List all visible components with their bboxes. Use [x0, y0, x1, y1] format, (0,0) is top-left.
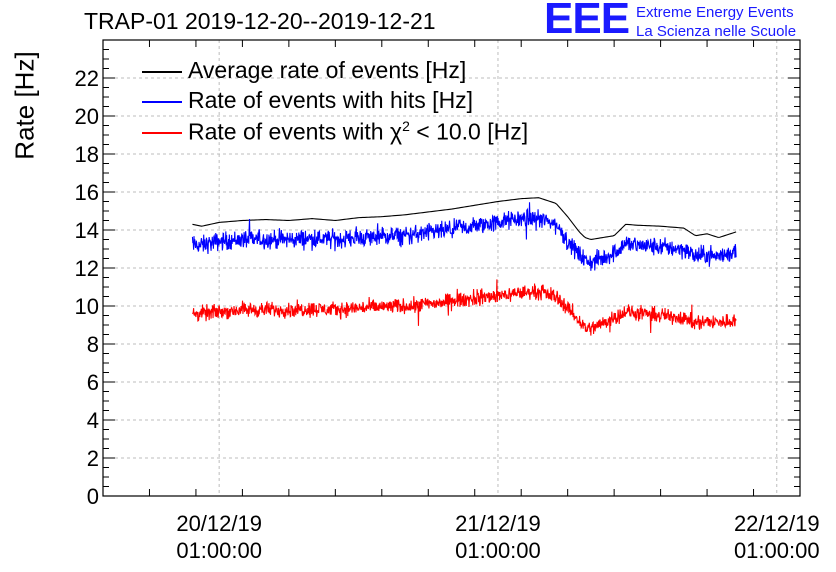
y-tick-label: 4: [87, 408, 99, 433]
x-tick-time: 01:00:00: [176, 538, 262, 563]
legend-label-chi2-prefix: Rate of events with: [188, 118, 390, 145]
legend-label-chi2-suffix: < 10.0 [Hz]: [409, 118, 529, 145]
y-tick-label: 14: [75, 218, 99, 243]
x-tick-time: 01:00:00: [455, 538, 541, 563]
y-tick-label: 10: [75, 294, 99, 319]
series-layer: [191, 197, 737, 336]
legend-label-chi2: Rate of events with χ2 < 10.0 [Hz]: [188, 118, 528, 146]
x-tick-label: 20/12/19 01:00:00: [164, 510, 274, 564]
y-tick-label: 18: [75, 142, 99, 167]
logo-caption-line1: Extreme Energy Events: [636, 4, 794, 21]
y-tick-label: 8: [87, 332, 99, 357]
y-tick-label: 20: [75, 104, 99, 129]
y-tick-label: 2: [87, 446, 99, 471]
legend-label-hits: Rate of events with hits [Hz]: [188, 87, 474, 113]
logo-caption-line2: La Scienza nelle Scuole: [636, 23, 797, 40]
series-line-hits: [191, 202, 737, 271]
series-line-average: [192, 197, 737, 241]
eee-logo: EEE: [544, 0, 630, 43]
series-line-chi2: [191, 279, 737, 336]
x-tick-label: 22/12/19 01:00:00: [722, 510, 832, 564]
y-tick-label: 22: [75, 66, 99, 91]
y-tick-label: 16: [75, 180, 99, 205]
chart-title: TRAP-01 2019-12-20--2019-12-21: [84, 8, 436, 34]
chi-superscript: 2: [402, 118, 410, 134]
legend-label-average: Average rate of events [Hz]: [188, 57, 467, 83]
y-tick-label: 12: [75, 256, 99, 281]
x-tick-date: 22/12/19: [733, 511, 820, 536]
x-tick-label: 21/12/19 01:00:00: [443, 510, 553, 564]
x-tick-date: 21/12/19: [455, 511, 541, 536]
axis-layer: 0 2 4 6 8 10 12 14 16 18 20 22: [75, 39, 801, 509]
y-tick-label: 6: [87, 370, 99, 395]
legend-layer: [142, 71, 182, 134]
x-tick-time: 01:00:00: [733, 538, 820, 563]
x-tick-date: 20/12/19: [176, 511, 262, 536]
y-tick-label: 0: [87, 484, 99, 509]
chi-symbol: χ: [390, 118, 403, 145]
